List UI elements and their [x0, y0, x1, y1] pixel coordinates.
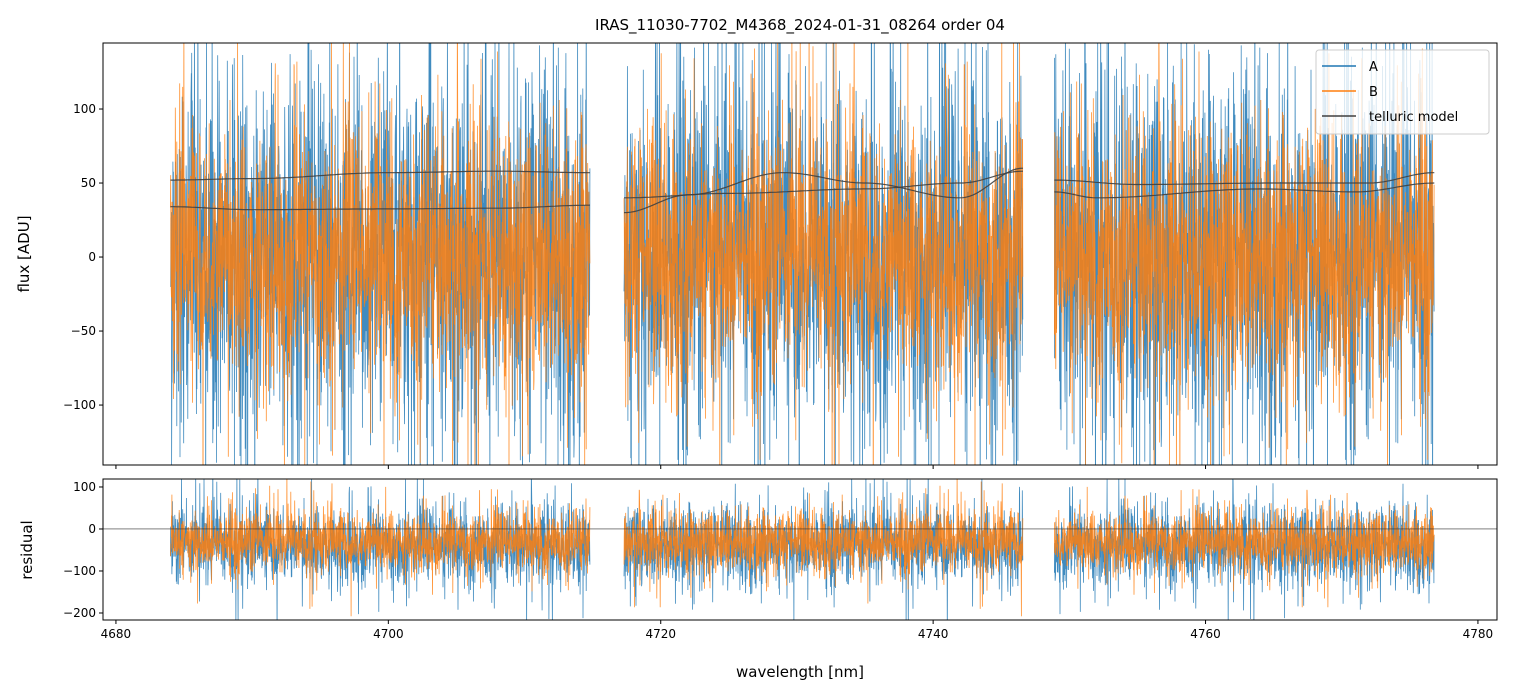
- y-tick-label: −50: [71, 324, 96, 338]
- y-axis-label-flux: flux [ADU]: [15, 215, 33, 292]
- telluric-model-curve-1: [170, 204, 590, 211]
- series-b-segment-2: [1054, 486, 1435, 608]
- series-b-segment-1: [623, 43, 1024, 465]
- x-tick-label: 4740: [918, 627, 949, 641]
- residual-panel: −200 −100 0 100 4680 4700 4720 4740 4760 4780: [63, 478, 1498, 641]
- legend-label-1: B: [1369, 85, 1378, 100]
- x-tick-label: 4700: [373, 627, 404, 641]
- legend-box: [1315, 49, 1490, 135]
- x-tick-label: 4680: [101, 627, 132, 641]
- legend-label-2: telluric model: [1369, 110, 1458, 125]
- series-b-segment-1: [623, 479, 1024, 617]
- legend-label-0: A: [1369, 60, 1378, 75]
- series-a-segment-1: [623, 43, 1024, 465]
- series-b-segment-0: [170, 479, 591, 617]
- telluric-model-curve-0: [170, 170, 590, 181]
- y-tick-label: −200: [63, 606, 96, 620]
- telluric-model-curve-4: [1054, 172, 1435, 186]
- y-tick-label: 100: [73, 480, 96, 494]
- series-b-segment-2: [1054, 43, 1435, 465]
- x-tick-label: 4760: [1190, 627, 1221, 641]
- y-tick-label: 0: [88, 522, 96, 536]
- plot-area: [170, 479, 1435, 620]
- telluric-model-curve-5: [1054, 182, 1435, 199]
- series-a-segment-1: [623, 479, 1024, 620]
- y-tick-label: 50: [81, 176, 96, 190]
- y-tick-label: 0: [88, 250, 96, 264]
- x-axis-label: wavelength [nm]: [736, 663, 864, 681]
- series-b-segment-0: [170, 43, 591, 465]
- y-tick-label: −100: [63, 564, 96, 578]
- axes-frame: [102, 42, 1498, 466]
- x-tick-label: 4720: [645, 627, 676, 641]
- telluric-model-curve-3: [624, 170, 1024, 199]
- plot-area: [170, 43, 1435, 465]
- y-axis-label-residual: residual: [18, 520, 36, 579]
- x-tick-label: 4780: [1463, 627, 1494, 641]
- y-tick-label: 100: [73, 102, 96, 116]
- y-tick-label: −100: [63, 398, 96, 412]
- axes-frame: [102, 478, 1498, 621]
- chart-title: IRAS_11030-7702_M4368_2024-01-31_08264 o…: [595, 16, 1005, 35]
